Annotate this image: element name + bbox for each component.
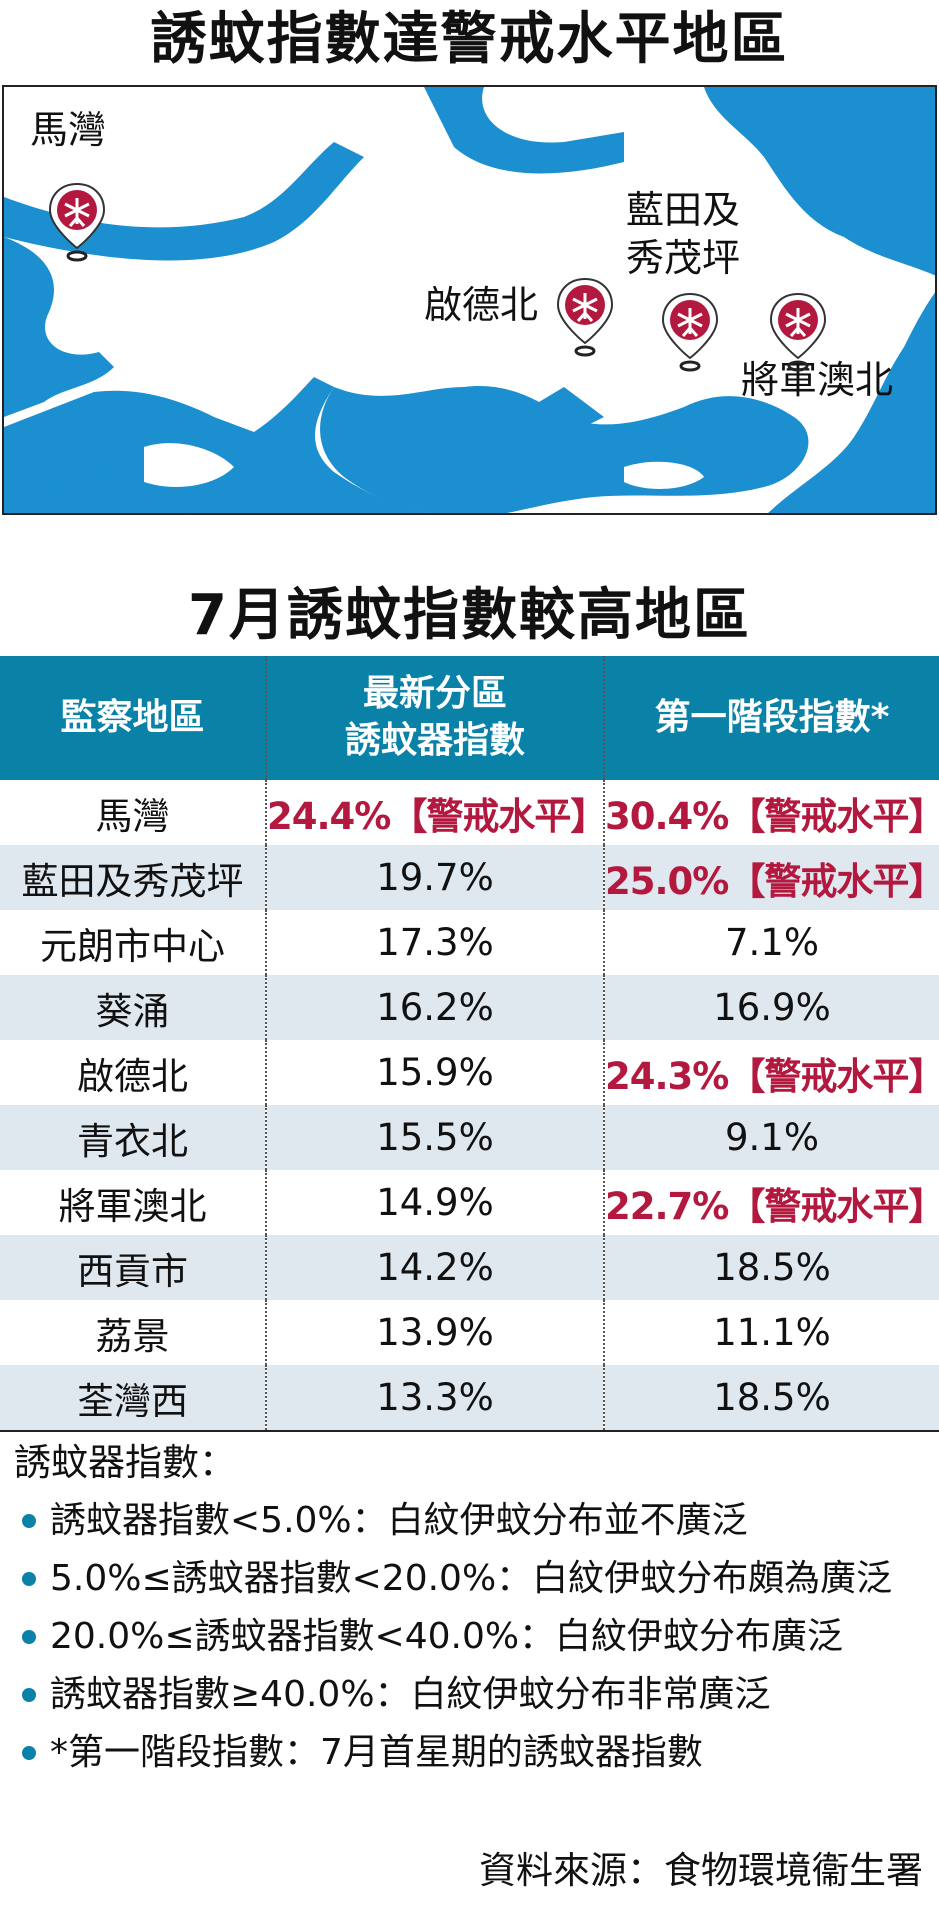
table-row: 葵涌 16.2% 16.9% (0, 975, 939, 1040)
map-label-tseung-kwan-o-north: 將軍澳北 (741, 358, 894, 402)
note-item: 5.0%≤誘蚊器指數<20.0%：白紋伊蚊分布頗為廣泛 (14, 1550, 934, 1608)
bullet-icon (22, 1572, 36, 1586)
bullet-icon (22, 1630, 36, 1644)
notes: 誘蚊器指數： 誘蚊器指數<5.0%：白紋伊蚊分布並不廣泛 5.0%≤誘蚊器指數<… (14, 1435, 934, 1782)
cell-district: 藍田及秀茂坪 (0, 845, 266, 910)
mosquito-index-table: 監察地區 最新分區 誘蚊器指數 第一階段指數* 馬灣 24.4%【警戒水平】 30.4… (0, 656, 939, 1432)
cell-stage1-index: 25.0%【警戒水平】 (603, 845, 939, 910)
land-islands (144, 443, 704, 489)
note-item: 誘蚊器指數≥40.0%：白紋伊蚊分布非常廣泛 (14, 1666, 934, 1724)
note-item: 誘蚊器指數<5.0%：白紋伊蚊分布並不廣泛 (14, 1492, 934, 1550)
table-title: 7月誘蚊指數較高地區 (188, 583, 751, 648)
water-north-strip (424, 87, 624, 174)
cell-latest-index: 15.9% (265, 1040, 604, 1105)
cell-district: 馬灣 (0, 780, 266, 845)
table-header-row: 監察地區 最新分區 誘蚊器指數 第一階段指數* (0, 656, 939, 780)
mosquito-pin-icon (556, 277, 614, 357)
mosquito-pin-icon (661, 292, 719, 372)
cell-stage1-index: 18.5% (603, 1365, 939, 1432)
map-label-ma-wan: 馬灣 (30, 108, 107, 152)
notes-heading: 誘蚊器指數： (14, 1441, 236, 1484)
map-background (4, 87, 935, 513)
table-row: 馬灣 24.4%【警戒水平】 30.4%【警戒水平】 (0, 780, 939, 845)
water-kai-tak (514, 387, 604, 432)
island-b (624, 461, 704, 489)
note-item: *第一階段指數：7月首星期的誘蚊器指數 (14, 1724, 934, 1782)
cell-latest-index: 17.3% (265, 910, 604, 975)
bullet-icon (22, 1688, 36, 1702)
cell-district: 荃灣西 (0, 1365, 266, 1432)
water-east (768, 292, 935, 513)
water-southwest (4, 477, 190, 513)
table-row: 元朗市中心 17.3% 7.1% (0, 910, 939, 975)
table-row: 將軍澳北 14.9% 22.7%【警戒水平】 (0, 1170, 939, 1235)
source-credit: 資料來源：食物環境衞生署 (479, 1849, 923, 1892)
water-top-right (704, 87, 935, 276)
cell-stage1-index: 11.1% (603, 1300, 939, 1365)
map-label-kai-tak-north: 啟德北 (424, 283, 539, 327)
cell-latest-index: 13.9% (265, 1300, 604, 1365)
header-district: 監察地區 (0, 656, 266, 780)
cell-latest-index: 15.5% (265, 1105, 604, 1170)
cell-stage1-index: 30.4%【警戒水平】 (603, 780, 939, 845)
bullet-icon (22, 1514, 36, 1528)
map-label-lam-tin-line2: 秀茂坪 (626, 236, 741, 280)
mosquito-pin-icon (769, 292, 827, 372)
cell-stage1-index: 16.9% (603, 975, 939, 1040)
map-title: 誘蚊指數達警戒水平地區 (150, 7, 789, 72)
cell-latest-index: 13.3% (265, 1365, 604, 1432)
table-row: 啟德北 15.9% 24.3%【警戒水平】 (0, 1040, 939, 1105)
cell-latest-index: 14.9% (265, 1170, 604, 1235)
header-latest-index: 最新分區 誘蚊器指數 (265, 656, 604, 780)
cell-latest-index: 24.4%【警戒水平】 (265, 780, 604, 845)
table-row: 荔景 13.9% 11.1% (0, 1300, 939, 1365)
map: 馬灣 藍田及 秀茂坪 啟德北 將軍澳北 (2, 85, 937, 515)
mosquito-pin-icon (48, 182, 106, 262)
cell-latest-index: 19.7% (265, 845, 604, 910)
cell-stage1-index: 7.1% (603, 910, 939, 975)
table-row: 藍田及秀茂坪 19.7% 25.0%【警戒水平】 (0, 845, 939, 910)
island-a (144, 443, 234, 487)
cell-stage1-index: 9.1% (603, 1105, 939, 1170)
cell-district: 青衣北 (0, 1105, 266, 1170)
cell-district: 葵涌 (0, 975, 266, 1040)
cell-district: 元朗市中心 (0, 910, 266, 975)
note-item: 20.0%≤誘蚊器指數<40.0%：白紋伊蚊分布廣泛 (14, 1608, 934, 1666)
table-body: 馬灣 24.4%【警戒水平】 30.4%【警戒水平】 藍田及秀茂坪 19.7% 25.0%… (0, 780, 939, 1432)
water-west (4, 237, 114, 417)
cell-stage1-index: 22.7%【警戒水平】 (603, 1170, 939, 1235)
cell-latest-index: 14.2% (265, 1235, 604, 1300)
cell-district: 將軍澳北 (0, 1170, 266, 1235)
table-row: 青衣北 15.5% 9.1% (0, 1105, 939, 1170)
cell-stage1-index: 24.3%【警戒水平】 (603, 1040, 939, 1105)
cell-latest-index: 16.2% (265, 975, 604, 1040)
cell-district: 啟德北 (0, 1040, 266, 1105)
header-stage1-index: 第一階段指數* (603, 656, 939, 780)
table-row: 荃灣西 13.3% 18.5% (0, 1365, 939, 1432)
cell-district: 荔景 (0, 1300, 266, 1365)
bullet-icon (22, 1746, 36, 1760)
cell-stage1-index: 18.5% (603, 1235, 939, 1300)
table-row: 西貢市 14.2% 18.5% (0, 1235, 939, 1300)
cell-district: 西貢市 (0, 1235, 266, 1300)
map-label-lam-tin-line1: 藍田及 (626, 188, 741, 232)
